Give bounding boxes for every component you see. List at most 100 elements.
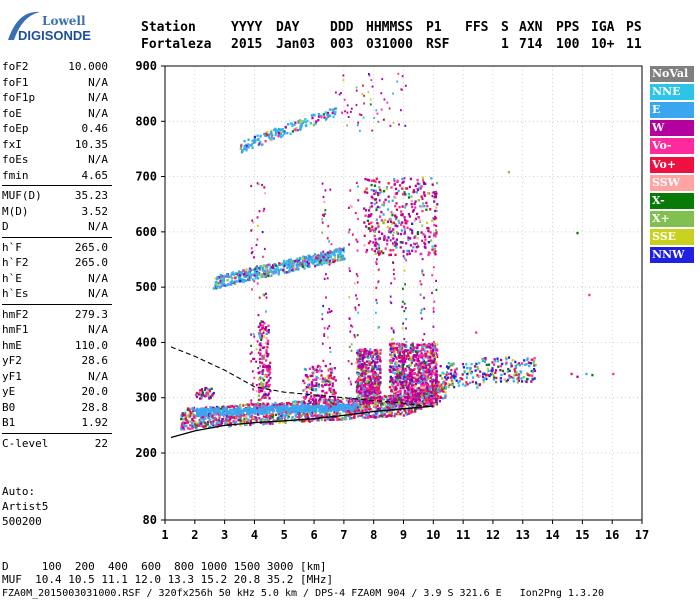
echo-point bbox=[373, 360, 376, 364]
echo-point bbox=[370, 201, 373, 205]
echo-point bbox=[376, 221, 379, 225]
echo-point bbox=[391, 377, 394, 380]
echo-point bbox=[331, 393, 334, 396]
echo-point bbox=[433, 390, 436, 393]
echo-point bbox=[186, 427, 189, 430]
echo-point bbox=[266, 402, 269, 405]
echo-point bbox=[315, 409, 318, 413]
echo-point bbox=[386, 225, 389, 229]
echo-point bbox=[191, 427, 194, 430]
echo-point bbox=[387, 195, 390, 198]
echo-point bbox=[360, 407, 363, 410]
echo-point bbox=[257, 143, 260, 147]
echo-point bbox=[423, 361, 426, 364]
echo-point bbox=[439, 385, 442, 388]
echo-point bbox=[425, 386, 429, 390]
echo-point bbox=[403, 352, 406, 355]
echo-point bbox=[355, 408, 358, 411]
echo-point bbox=[298, 119, 302, 122]
echo-point bbox=[325, 383, 328, 386]
echo-point bbox=[374, 362, 377, 365]
echo-point bbox=[367, 375, 370, 378]
echo-point bbox=[375, 355, 378, 359]
echo-point bbox=[375, 396, 378, 399]
echo-point bbox=[361, 357, 364, 360]
echo-point bbox=[401, 193, 405, 196]
echo-point bbox=[220, 423, 223, 426]
echo-point bbox=[364, 382, 367, 386]
echo-point bbox=[332, 388, 335, 392]
echo-point bbox=[352, 405, 355, 408]
echo-point bbox=[373, 379, 376, 382]
echo-point bbox=[347, 406, 350, 410]
echo-point bbox=[221, 279, 224, 282]
echo-point bbox=[324, 212, 327, 215]
echo-point bbox=[339, 412, 342, 415]
echo-point bbox=[246, 407, 250, 410]
echo-point bbox=[200, 397, 203, 400]
echo-point bbox=[324, 378, 327, 381]
echo-point bbox=[422, 359, 426, 363]
echo-point bbox=[315, 368, 318, 371]
echo-point bbox=[296, 258, 299, 261]
echo-point bbox=[407, 365, 410, 369]
echo-point bbox=[399, 241, 402, 244]
echo-point bbox=[376, 404, 379, 408]
echo-point bbox=[328, 413, 331, 416]
echo-point bbox=[359, 382, 362, 385]
echo-point bbox=[304, 263, 307, 266]
echo-point bbox=[242, 404, 245, 407]
echo-point bbox=[330, 310, 333, 313]
echo-point bbox=[411, 229, 414, 232]
echo-point bbox=[359, 376, 362, 379]
echo-point bbox=[259, 418, 262, 422]
echo-point bbox=[414, 382, 418, 386]
echo-point bbox=[297, 400, 300, 404]
echo-point bbox=[427, 359, 430, 363]
echo-point bbox=[434, 352, 437, 355]
echo-point bbox=[233, 421, 236, 424]
echo-point bbox=[215, 409, 218, 413]
echo-point bbox=[210, 387, 213, 390]
echo-point bbox=[433, 300, 436, 303]
echo-point bbox=[403, 232, 406, 235]
echo-point bbox=[390, 383, 393, 386]
echo-point bbox=[241, 278, 244, 281]
echo-point bbox=[372, 189, 376, 192]
echo-point bbox=[269, 138, 272, 141]
echo-point bbox=[338, 418, 341, 421]
echo-point bbox=[186, 414, 189, 417]
echo-point bbox=[218, 410, 222, 414]
echo-point bbox=[411, 205, 414, 209]
echo-point bbox=[325, 403, 328, 406]
echo-point bbox=[329, 362, 332, 366]
echo-point bbox=[254, 267, 257, 271]
echo-point bbox=[329, 261, 332, 265]
echo-point bbox=[405, 378, 408, 381]
echo-point bbox=[375, 387, 378, 390]
echo-point bbox=[434, 391, 437, 395]
echo-point bbox=[355, 273, 358, 276]
echo-point bbox=[188, 407, 191, 410]
echo-point bbox=[399, 394, 403, 398]
echo-point bbox=[375, 299, 378, 302]
echo-point bbox=[371, 355, 374, 359]
echo-point bbox=[379, 368, 382, 371]
echo-point bbox=[248, 406, 252, 410]
echo-point bbox=[394, 187, 398, 191]
echo-point bbox=[418, 386, 421, 390]
echo-point bbox=[258, 296, 261, 299]
echo-point bbox=[332, 409, 335, 412]
echo-point bbox=[333, 250, 336, 253]
echo-point bbox=[289, 402, 292, 406]
echo-point bbox=[258, 357, 261, 361]
echo-point bbox=[402, 255, 405, 258]
echo-point bbox=[381, 415, 384, 418]
echo-point bbox=[375, 402, 378, 405]
echo-point bbox=[378, 191, 381, 195]
echo-point bbox=[303, 410, 306, 414]
echo-point bbox=[231, 416, 234, 419]
echo-point bbox=[264, 326, 267, 329]
echo-point bbox=[312, 371, 315, 374]
echo-point bbox=[373, 184, 377, 187]
